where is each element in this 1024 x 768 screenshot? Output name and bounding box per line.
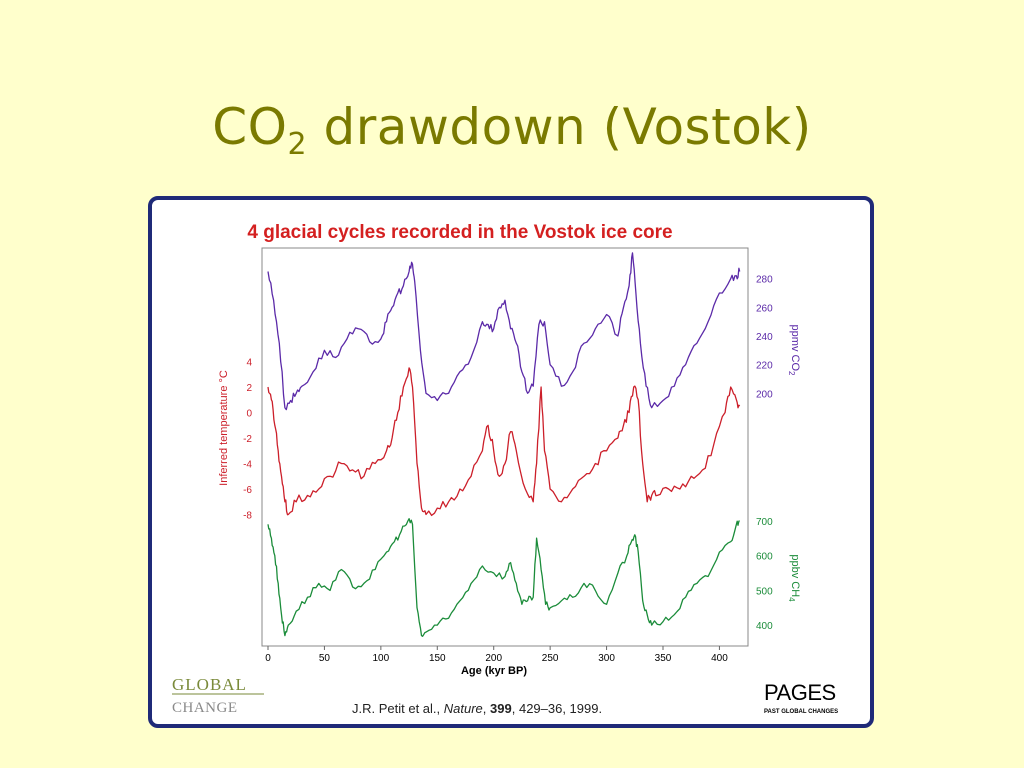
temperature-tick-label: -2 xyxy=(243,434,252,445)
co2-tick-label: 200 xyxy=(756,389,773,400)
x-tick-label: 50 xyxy=(319,653,331,664)
citation: J.R. Petit et al., Nature, 399, 429–36, … xyxy=(352,701,602,716)
co2-series-line xyxy=(267,252,741,411)
co2-tick-label: 240 xyxy=(756,332,773,343)
co2-axis-label: ppmv CO2 xyxy=(787,325,801,376)
ch4-axis-label-sub: 4 xyxy=(787,597,796,602)
temperature-axis-label: Inferred temperature °C xyxy=(218,370,230,486)
temperature-tick-label: -4 xyxy=(243,460,252,471)
chart-title: 4 glacial cycles recorded in the Vostok … xyxy=(247,222,672,243)
global-change-logo-bottom: CHANGE xyxy=(172,700,238,716)
x-axis: 0 50 100 150 200 250 300 350 400 xyxy=(265,646,728,664)
x-tick-label: 300 xyxy=(598,653,615,664)
figure-frame: 4 glacial cycles recorded in the Vostok … xyxy=(148,196,874,728)
co2-axis-label-sub: 2 xyxy=(787,371,796,376)
citation-pages: , 429–36, 1999. xyxy=(512,701,602,716)
x-tick-label: 400 xyxy=(711,653,728,664)
ch4-tick-label: 700 xyxy=(756,517,773,528)
series-layer xyxy=(267,252,741,637)
citation-separator: , xyxy=(483,701,490,716)
slide-title-rest: drawdown (Vostok) xyxy=(307,98,812,156)
co2-tick-label: 220 xyxy=(756,361,773,372)
pages-logo-bottom: PAST GLOBAL CHANGES xyxy=(764,709,838,715)
temperature-axis: 4 2 0 -2 -4 -6 -8 xyxy=(243,358,252,522)
x-tick-label: 350 xyxy=(655,653,672,664)
plot-area-border xyxy=(261,247,749,647)
co2-axis: 200 220 240 260 280 xyxy=(756,275,773,401)
ch4-tick-label: 400 xyxy=(756,621,773,632)
ch4-tick-label: 500 xyxy=(756,586,773,597)
ch4-axis: 400 500 600 700 xyxy=(756,517,773,632)
co2-axis-label-main: ppmv CO xyxy=(789,325,801,372)
x-axis-label: Age (kyr BP) xyxy=(461,665,527,677)
vostok-chart: 4 glacial cycles recorded in the Vostok … xyxy=(172,222,838,716)
ch4-axis-label: ppbv CH4 xyxy=(787,554,801,602)
global-change-logo-top: GLOBAL xyxy=(172,675,247,694)
citation-author: J.R. Petit et al., xyxy=(352,701,444,716)
x-tick-label: 200 xyxy=(485,653,502,664)
temperature-tick-label: 2 xyxy=(246,383,252,394)
co2-tick-label: 260 xyxy=(756,303,773,314)
pages-logo-top: PAGES xyxy=(764,680,836,705)
temperature-tick-label: -8 xyxy=(243,511,252,522)
temperature-tick-label: -6 xyxy=(243,485,252,496)
slide-title-main: CO xyxy=(212,98,288,156)
x-tick-label: 100 xyxy=(373,653,390,664)
co2-tick-label: 280 xyxy=(756,275,773,286)
global-change-logo: GLOBAL CHANGE xyxy=(172,675,264,716)
pages-logo: PAGES PAST GLOBAL CHANGES xyxy=(764,680,838,715)
temperature-series-line xyxy=(267,367,741,517)
ch4-series-line xyxy=(267,518,740,637)
x-tick-label: 0 xyxy=(265,653,271,664)
temperature-tick-label: 0 xyxy=(246,409,252,420)
slide-title-subscript: 2 xyxy=(287,127,308,162)
x-tick-label: 150 xyxy=(429,653,446,664)
ch4-axis-label-main: ppbv CH xyxy=(789,554,801,597)
temperature-tick-label: 4 xyxy=(246,358,252,369)
ch4-tick-label: 600 xyxy=(756,552,773,563)
slide-title: CO2 drawdown (Vostok) xyxy=(0,98,1024,162)
citation-journal: Nature xyxy=(444,701,483,716)
citation-volume: 399 xyxy=(490,701,512,716)
x-tick-label: 250 xyxy=(542,653,559,664)
